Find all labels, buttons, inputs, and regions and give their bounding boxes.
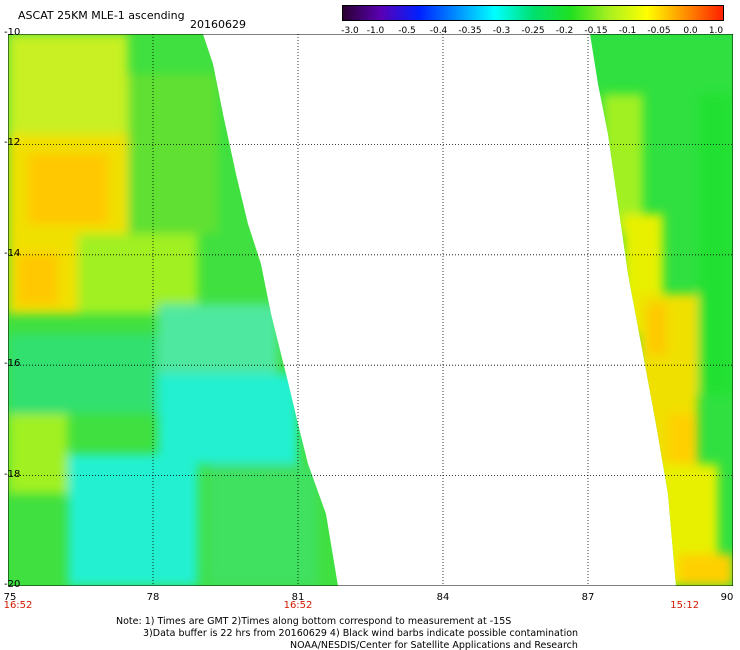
colorbar-tick-label: -0.5 [398, 26, 416, 36]
longitude-label: 90 [720, 592, 734, 603]
colorbar-tick-label: -0.15 [584, 26, 608, 36]
right-swath [590, 34, 733, 586]
colorbar [342, 5, 724, 21]
latitude-label: -12 [4, 137, 21, 149]
note-line-3: NOAA/NESDIS/Center for Satellite Applica… [290, 640, 578, 650]
longitude-label: 84 [436, 592, 450, 603]
colorbar-tick-label: 0.0 [683, 26, 698, 36]
colorbar-tick-label: -3.0 [341, 26, 359, 36]
graticule [8, 34, 733, 586]
colorbar-tick-label: -0.4 [429, 26, 448, 36]
pass-time-label: 16:52 [283, 600, 313, 611]
left-swath [8, 34, 338, 586]
latitude-label: -10 [4, 27, 21, 38]
product-title: ASCAT 25KM MLE-1 ascending [18, 9, 185, 22]
latitude-label: -20 [4, 579, 21, 590]
note-line-1: Note: 1) Times are GMT 2)Times along bot… [116, 616, 512, 627]
colorbar-tick-label: -0.3 [492, 26, 511, 36]
longitude-label: 78 [146, 592, 160, 603]
colorbar-tick-label: 1.0 [708, 26, 724, 36]
colorbar-tick-label: -0.05 [647, 26, 671, 36]
product-date: 20160629 [190, 18, 246, 31]
latitude-label: -16 [4, 358, 21, 370]
colorbar-tick-label: -1.0 [366, 26, 385, 36]
colorbar-tick-label: -0.35 [458, 26, 482, 36]
note-line-2: 3)Data buffer is 22 hrs from 20160629 4)… [143, 628, 579, 639]
pass-time-label: 15:12 [670, 600, 700, 611]
colorbar-tick-label: -0.2 [555, 26, 574, 36]
colorbar-tick-label: -0.25 [521, 26, 545, 36]
pass-time-label: 16:52 [3, 600, 33, 611]
colorbar-tick-label: -0.1 [618, 26, 637, 36]
latitude-label: -14 [4, 247, 21, 259]
latitude-label: -18 [4, 468, 21, 480]
swath-map [8, 34, 733, 586]
longitude-label: 87 [581, 592, 595, 603]
longitude-label: 75 [3, 592, 17, 603]
longitude-label: 81 [291, 592, 305, 603]
